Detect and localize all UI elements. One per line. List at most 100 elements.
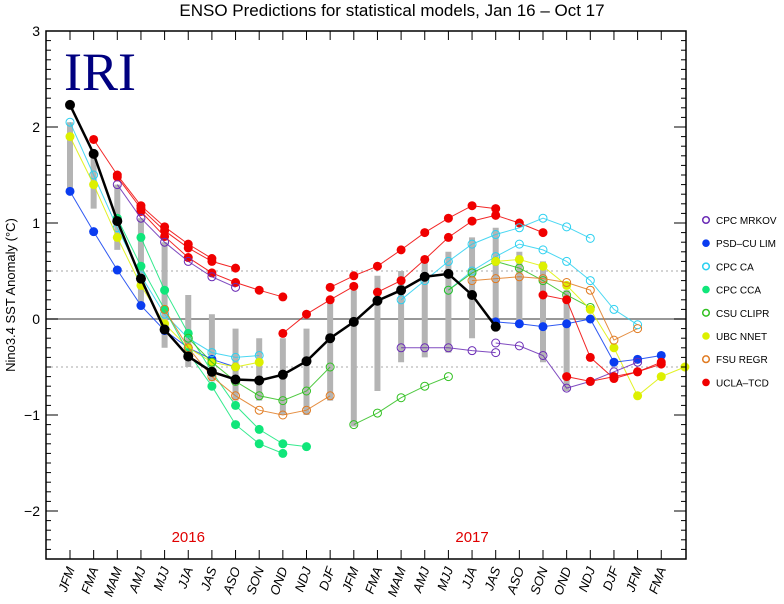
model-point (254, 357, 264, 367)
observed-point (372, 295, 383, 306)
legend-label: CPC MRKOV (716, 216, 777, 227)
model-point (443, 232, 453, 242)
x-tick-label: JFM (339, 565, 362, 595)
model-point (302, 442, 311, 452)
observed-point (135, 273, 146, 284)
observed-point (396, 285, 407, 296)
model-point (65, 132, 75, 142)
model-point (443, 372, 453, 382)
year-label: 2016 (172, 529, 205, 546)
model-point (491, 230, 501, 240)
model-point (112, 172, 122, 182)
legend-label: PSD–CU LIM (716, 239, 776, 250)
x-tick-label: NDJ (575, 564, 598, 593)
model-point (609, 343, 619, 353)
y-tick-label: −2 (24, 503, 40, 519)
legend-marker (701, 355, 711, 364)
model-point (609, 357, 619, 367)
model-point (254, 439, 264, 449)
model-line (116, 217, 284, 454)
observed-point (159, 324, 170, 335)
model-point (491, 348, 501, 358)
model-point (633, 391, 643, 401)
model-point (254, 405, 264, 415)
model-point (349, 271, 359, 281)
model-point (231, 420, 241, 430)
model-point (160, 304, 170, 314)
model-point (278, 410, 288, 420)
model-point (372, 261, 382, 271)
model-point (136, 301, 146, 311)
legend-marker (701, 215, 711, 225)
model-point (278, 448, 288, 458)
y-tick-label: 3 (32, 23, 40, 39)
model-point (562, 278, 572, 288)
model-line (542, 294, 662, 380)
model-point (183, 243, 193, 253)
model-point (325, 391, 335, 401)
observed-point (65, 99, 75, 110)
model-point (372, 287, 382, 297)
y-tick-label: −1 (24, 407, 40, 423)
model-point (443, 285, 453, 295)
legend-label: UBC NNET (716, 332, 767, 343)
model-point (207, 256, 217, 266)
model-point (207, 357, 217, 367)
legend-item: CPC CA (701, 262, 754, 273)
legend-label: CPC CCA (716, 286, 761, 297)
model-point (302, 386, 311, 396)
x-tick-label: OND (267, 565, 291, 597)
model-point (231, 400, 241, 410)
model-run (491, 314, 666, 367)
observed-point (443, 268, 454, 279)
model-point (65, 117, 75, 127)
model-point (231, 352, 241, 362)
model-point (562, 256, 572, 266)
model-point (65, 186, 75, 196)
legend-label: FSU REGR (716, 355, 768, 366)
x-tick-label: MAM (101, 565, 126, 599)
model-point (514, 319, 524, 329)
model-point (562, 319, 572, 329)
model-point (585, 314, 595, 324)
legend-item: PSD–CU LIM (702, 239, 776, 250)
legend-marker (702, 285, 710, 294)
model-point (160, 237, 170, 247)
model-point (656, 350, 666, 360)
legend-label: UCLA–TCD (716, 378, 769, 389)
model-point (207, 381, 217, 391)
legend-label: CSU CLIPR (716, 309, 769, 320)
model-point (278, 328, 288, 338)
model-point (231, 391, 241, 401)
x-tick-label: JJA (458, 565, 480, 591)
model-point (467, 346, 477, 356)
observed-point (277, 369, 288, 380)
model-point (609, 335, 619, 345)
x-tick-label: MJJ (434, 564, 456, 592)
legend-item: UBC NNET (702, 332, 767, 343)
model-point (396, 393, 406, 403)
model-run (491, 254, 690, 401)
model-point (538, 213, 548, 223)
model-point (396, 295, 406, 305)
model-point (420, 381, 430, 391)
observed-point (419, 271, 430, 282)
legend-marker (702, 378, 710, 387)
model-point (136, 213, 146, 223)
model-point (585, 233, 595, 243)
model-point (278, 292, 288, 302)
model-point (514, 272, 524, 282)
model-run (349, 372, 453, 430)
model-run (183, 333, 335, 406)
x-tick-label: DJF (600, 564, 623, 593)
x-tick-label: FMA (78, 565, 101, 596)
model-point (562, 372, 572, 382)
model-point (89, 227, 99, 237)
model-point (443, 343, 453, 353)
y-axis-label: Nino3.4 SST Anomaly (°C) (3, 218, 18, 372)
legend-label: CPC CA (716, 262, 754, 273)
model-point (514, 239, 524, 249)
model-point (467, 276, 477, 286)
legend-item: CPC CCA (702, 286, 761, 297)
observed-point (490, 321, 501, 332)
